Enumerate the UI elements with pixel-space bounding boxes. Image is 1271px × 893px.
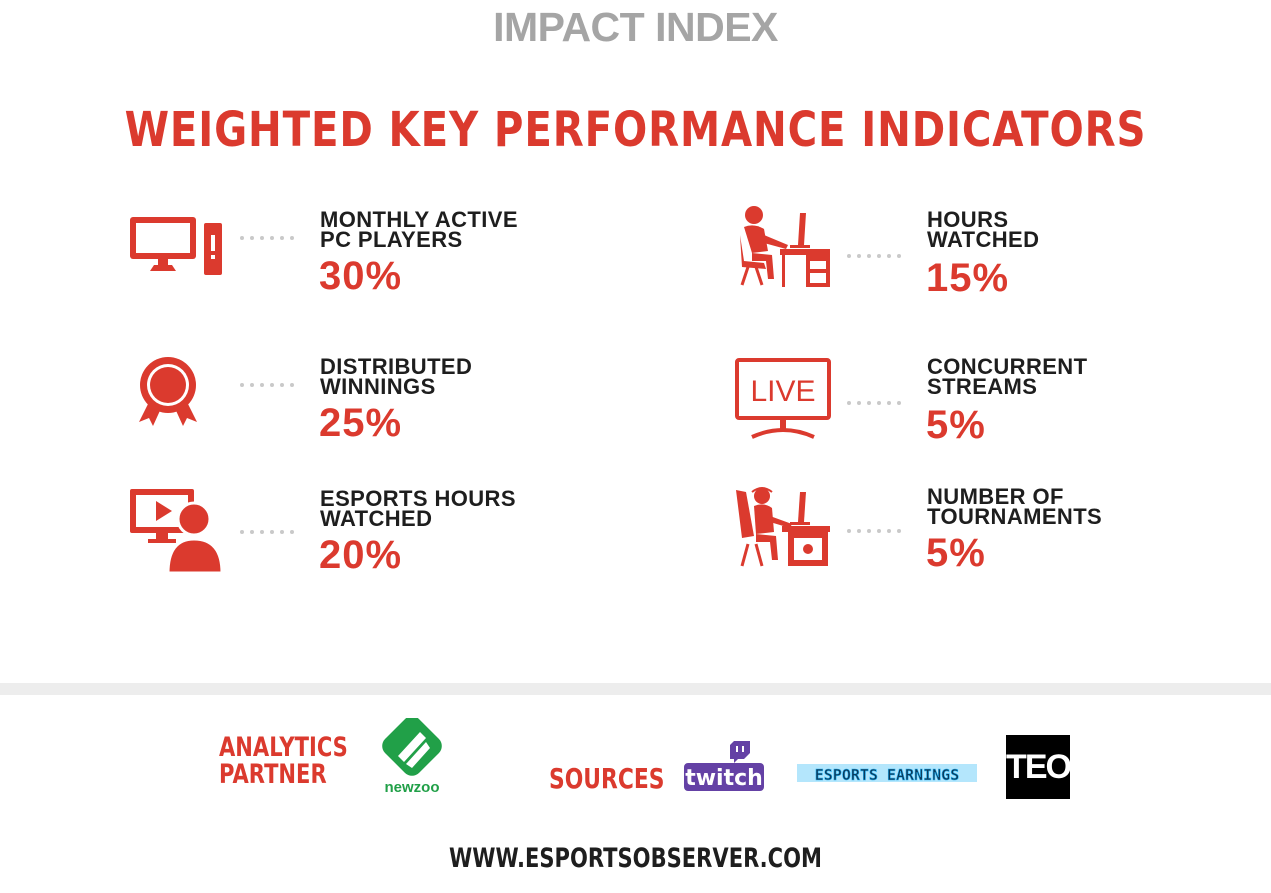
kpi-label-line: PC PLAYERS <box>320 227 463 252</box>
kpi-label-line: DISTRIBUTED <box>320 354 473 379</box>
live-tv-icon: LIVE <box>735 358 831 439</box>
kpi-label-line: WATCHED <box>927 227 1040 252</box>
connector-dots <box>847 401 901 405</box>
connector-dots <box>240 236 294 240</box>
svg-text:LIVE: LIVE <box>750 375 815 408</box>
kpi-percent: 20% <box>319 533 403 577</box>
kpi-label-line: ESPORTS HOURS <box>320 486 516 511</box>
award-medal-icon <box>139 357 197 426</box>
kpi-percent: 15% <box>926 256 1010 300</box>
kpi-percent: 5% <box>926 403 986 447</box>
connector-dots <box>240 383 294 387</box>
page-title: IMPACT INDEX <box>493 4 778 50</box>
kpi-label-line: WATCHED <box>320 506 433 531</box>
kpi-label-line: TOURNAMENTS <box>927 504 1103 529</box>
kpi-percent: 30% <box>319 254 403 298</box>
newzoo-logo: newzoo <box>376 718 448 798</box>
kpi-label: ESPORTS HOURS WATCHED <box>320 486 580 531</box>
newzoo-mark-icon <box>382 718 442 776</box>
twitch-wordmark: twitch <box>685 766 763 791</box>
kpi-label: HOURS WATCHED <box>927 207 1187 252</box>
kpi-label-line: CONCURRENT <box>927 354 1088 379</box>
gamer-at-desk-icon <box>736 487 830 567</box>
esports-earnings-wordmark: ESPORTS EARNINGS <box>815 766 960 784</box>
kpi-label-line: WINNINGS <box>320 374 436 399</box>
kpi-percent: 5% <box>926 531 986 575</box>
newzoo-wordmark: newzoo <box>384 779 440 796</box>
kpi-label-line: STREAMS <box>927 374 1038 399</box>
sources-label: SOURCES <box>549 762 665 795</box>
kpi-label: NUMBER OF TOURNAMENTS <box>927 484 1187 529</box>
section-subtitle: WEIGHTED KEY PERFORMANCE INDICATORS <box>124 102 1147 158</box>
kpi-label-line: MONTHLY ACTIVE <box>320 207 518 232</box>
kpi-label-line: NUMBER OF <box>927 484 1064 509</box>
connector-dots <box>847 254 901 258</box>
connector-dots <box>847 529 901 533</box>
kpi-label: DISTRIBUTED WINNINGS <box>320 354 580 399</box>
analytics-partner-label: ANALYTICS PARTNER <box>219 734 348 788</box>
connector-dots <box>240 530 294 534</box>
esports-earnings-logo: ESPORTS EARNINGS <box>797 764 977 784</box>
kpi-label: MONTHLY ACTIVE PC PLAYERS <box>320 207 580 252</box>
partner-label-line: PARTNER <box>219 759 327 790</box>
video-viewer-icon <box>130 489 224 575</box>
footer-divider <box>0 683 1271 695</box>
kpi-percent: 25% <box>319 401 403 445</box>
kpi-label-line: HOURS <box>927 207 1009 232</box>
partner-label-line: ANALYTICS <box>219 732 348 763</box>
teo-logo: TEO <box>1006 735 1072 799</box>
viewer-at-desk-icon <box>740 206 830 287</box>
twitch-logo: twitch <box>684 741 764 791</box>
kpi-label: CONCURRENT STREAMS <box>927 354 1187 399</box>
site-url: WWW.ESPORTSOBSERVER.COM <box>448 843 823 874</box>
desktop-computer-icon <box>130 217 222 275</box>
